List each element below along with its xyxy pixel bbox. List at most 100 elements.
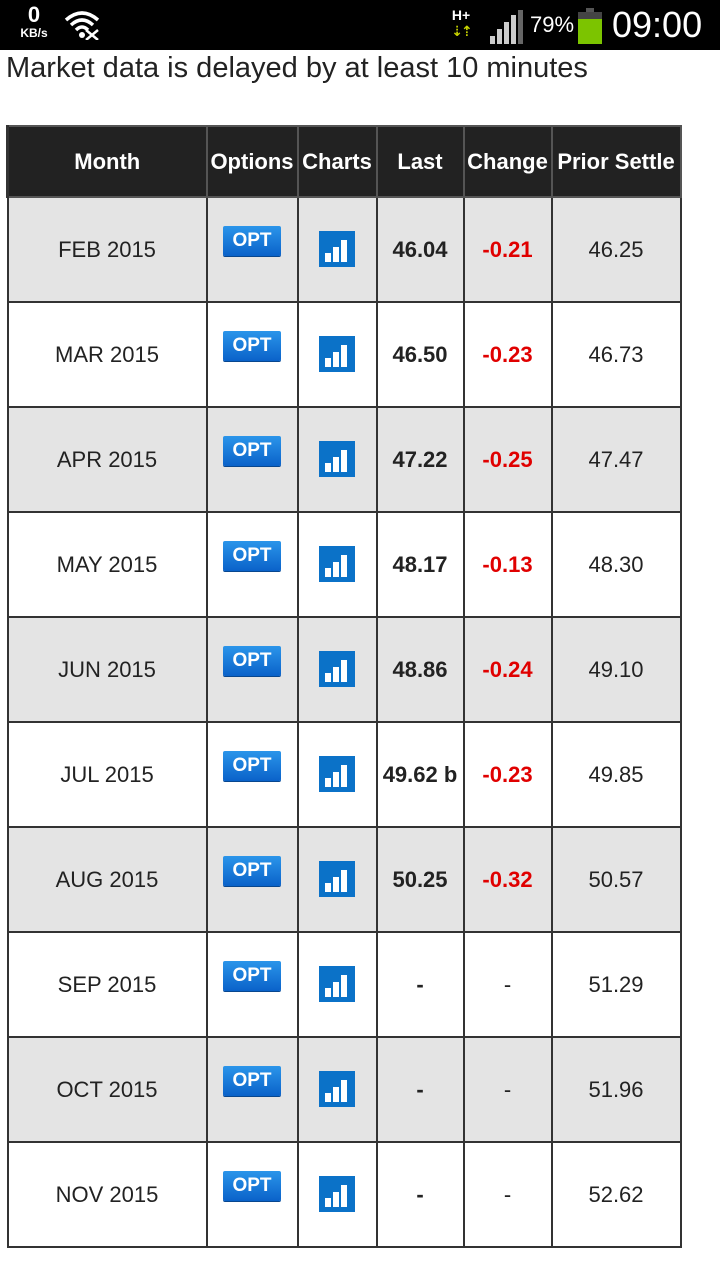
cell-last: 47.22	[375, 406, 465, 513]
bar-chart-icon[interactable]	[319, 651, 355, 687]
cell-prior-settle: 46.73	[550, 301, 682, 408]
cell-charts	[296, 301, 378, 408]
delay-notice: Market data is delayed by at least 10 mi…	[6, 52, 588, 84]
cell-last: 49.62 b	[375, 721, 465, 828]
cell-change: -0.13	[462, 511, 553, 618]
cell-options: OPT	[205, 721, 299, 828]
table-row: APR 2015 OPT 47.22 -0.25 47.47	[6, 406, 682, 513]
cell-prior-settle: 52.62	[550, 1141, 682, 1248]
network-type-label: H+	[451, 7, 471, 23]
cell-prior-settle: 47.47	[550, 406, 682, 513]
cell-charts	[296, 406, 378, 513]
cell-change: -0.21	[462, 196, 553, 303]
options-button[interactable]: OPT	[223, 331, 281, 361]
bar-chart-icon[interactable]	[319, 1071, 355, 1107]
wifi-icon	[64, 10, 100, 45]
bar-chart-icon[interactable]	[319, 441, 355, 477]
table-row: MAR 2015 OPT 46.50 -0.23 46.73	[6, 301, 682, 408]
cell-charts	[296, 1141, 378, 1248]
cell-last: 50.25	[375, 826, 465, 933]
cell-last: 46.50	[375, 301, 465, 408]
cell-change: -	[462, 931, 553, 1038]
bar-chart-icon[interactable]	[319, 231, 355, 267]
header-month: Month	[6, 125, 208, 198]
cell-options: OPT	[205, 1036, 299, 1143]
cell-charts	[296, 511, 378, 618]
options-button[interactable]: OPT	[223, 436, 281, 466]
cell-charts	[296, 721, 378, 828]
options-button[interactable]: OPT	[223, 1171, 281, 1201]
table-row: JUN 2015 OPT 48.86 -0.24 49.10	[6, 616, 682, 723]
cell-prior-settle: 48.30	[550, 511, 682, 618]
bar-chart-icon[interactable]	[319, 861, 355, 897]
cell-prior-settle: 49.85	[550, 721, 682, 828]
network-type-indicator: H+ ⇣⇡	[446, 8, 476, 38]
bar-chart-icon[interactable]	[319, 546, 355, 582]
cell-last: 48.17	[375, 511, 465, 618]
clock: 09:00	[612, 4, 703, 45]
table-row: FEB 2015 OPT 46.04 -0.21 46.25	[6, 196, 682, 303]
signal-strength-icon	[490, 10, 526, 49]
cell-charts	[296, 931, 378, 1038]
status-bar: 0 KB/s H+ ⇣⇡ 79% 09:00	[0, 0, 720, 50]
options-button[interactable]: OPT	[223, 751, 281, 781]
cell-month: OCT 2015	[6, 1036, 208, 1143]
cell-change: -0.32	[462, 826, 553, 933]
cell-change: -0.24	[462, 616, 553, 723]
cell-month: JUN 2015	[6, 616, 208, 723]
cell-options: OPT	[205, 196, 299, 303]
cell-month: AUG 2015	[6, 826, 208, 933]
header-options: Options	[205, 125, 299, 198]
options-button[interactable]: OPT	[223, 1066, 281, 1096]
cell-charts	[296, 196, 378, 303]
cell-change: -	[462, 1141, 553, 1248]
options-button[interactable]: OPT	[223, 856, 281, 886]
cell-prior-settle: 46.25	[550, 196, 682, 303]
cell-options: OPT	[205, 511, 299, 618]
network-speed-unit: KB/s	[20, 26, 48, 40]
cell-charts	[296, 1036, 378, 1143]
cell-prior-settle: 49.10	[550, 616, 682, 723]
cell-change: -0.23	[462, 301, 553, 408]
options-button[interactable]: OPT	[223, 646, 281, 676]
options-button[interactable]: OPT	[223, 961, 281, 991]
header-change: Change	[462, 125, 553, 198]
battery-fill	[578, 19, 602, 44]
cell-last: -	[375, 1036, 465, 1143]
table-row: NOV 2015 OPT - -52.62	[6, 1141, 682, 1248]
battery-icon	[578, 8, 602, 44]
cell-options: OPT	[205, 616, 299, 723]
cell-prior-settle: 50.57	[550, 826, 682, 933]
cell-month: APR 2015	[6, 406, 208, 513]
table-row: JUL 2015 OPT 49.62 b -0.23 49.85	[6, 721, 682, 828]
cell-options: OPT	[205, 406, 299, 513]
cell-prior-settle: 51.96	[550, 1036, 682, 1143]
cell-month: SEP 2015	[6, 931, 208, 1038]
bar-chart-icon[interactable]	[319, 756, 355, 792]
battery-percent: 79%	[530, 12, 575, 37]
table-row: AUG 2015 OPT 50.25 -0.32 50.57	[6, 826, 682, 933]
cell-options: OPT	[205, 1141, 299, 1248]
options-button[interactable]: OPT	[223, 226, 281, 256]
cell-change: -0.23	[462, 721, 553, 828]
bar-chart-icon[interactable]	[319, 336, 355, 372]
cell-change: -	[462, 1036, 553, 1143]
cell-charts	[296, 616, 378, 723]
table-row: MAY 2015 OPT 48.17 -0.13 48.30	[6, 511, 682, 618]
table-row: OCT 2015 OPT - -51.96	[6, 1036, 682, 1143]
data-activity-icon: ⇣⇡	[451, 23, 472, 39]
header-charts: Charts	[296, 125, 378, 198]
bar-chart-icon[interactable]	[319, 1176, 355, 1212]
header-last: Last	[375, 125, 465, 198]
table-row: SEP 2015 OPT - -51.29	[6, 931, 682, 1038]
options-button[interactable]: OPT	[223, 541, 281, 571]
cell-last: 48.86	[375, 616, 465, 723]
network-speed: 0 KB/s	[14, 4, 54, 40]
cell-last: -	[375, 931, 465, 1038]
cell-options: OPT	[205, 826, 299, 933]
cell-month: NOV 2015	[6, 1141, 208, 1248]
cell-charts	[296, 826, 378, 933]
header-prior-settle: Prior Settle	[550, 125, 682, 198]
cell-month: JUL 2015	[6, 721, 208, 828]
bar-chart-icon[interactable]	[319, 966, 355, 1002]
